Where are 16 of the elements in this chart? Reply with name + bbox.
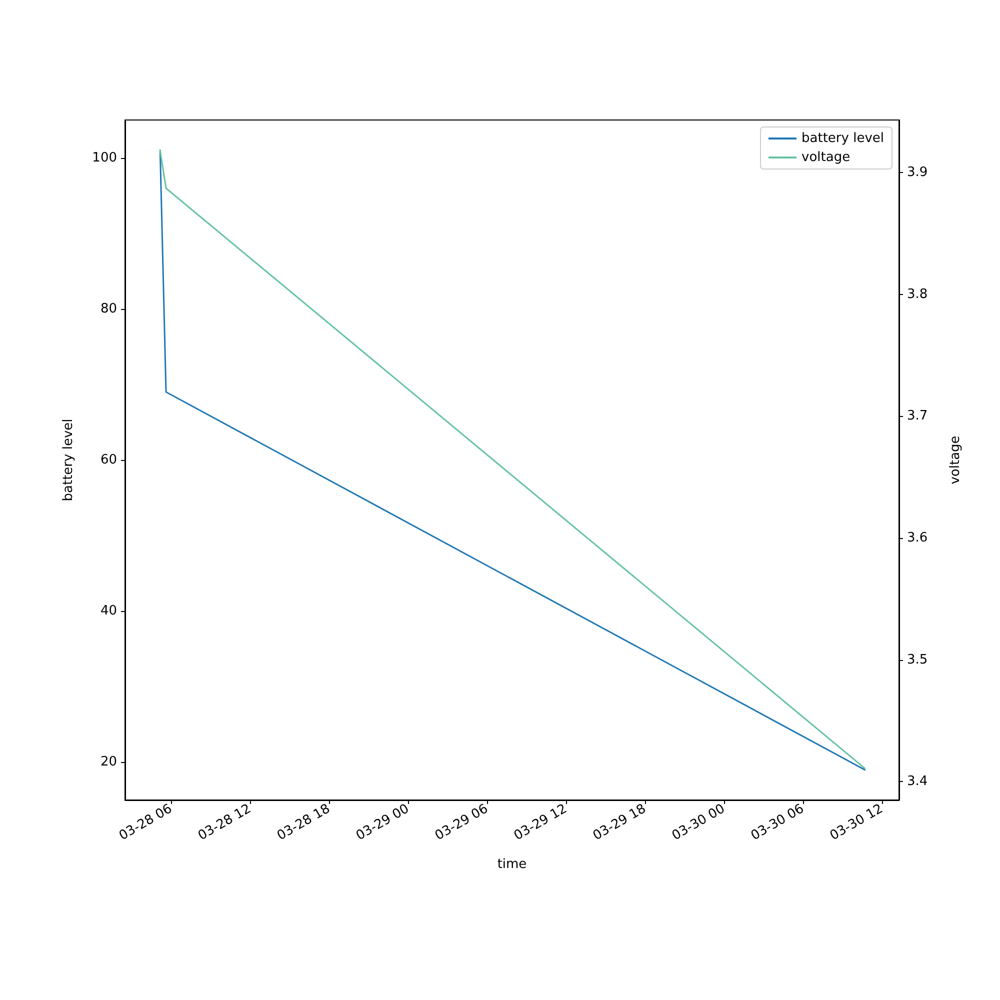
y2-tick-label: 3.6 (907, 530, 928, 546)
y2-tick-label: 3.8 (907, 286, 928, 302)
y2-tick-label: 3.4 (907, 774, 928, 790)
legend-label: battery level (802, 131, 884, 146)
y2-axis-title: voltage (948, 436, 963, 484)
y2-tick-label: 3.9 (907, 164, 928, 180)
x-axis-title: time (497, 857, 527, 872)
y-tick-label: 20 (100, 754, 117, 770)
y-tick-label: 40 (100, 604, 117, 619)
y2-tick-label: 3.7 (907, 408, 928, 424)
y-tick-label: 100 (92, 150, 117, 166)
y-axis-title: battery level (61, 418, 76, 502)
y-tick-label: 60 (100, 452, 117, 468)
legend-label: voltage (802, 150, 850, 165)
y2-tick-label: 3.5 (907, 652, 928, 668)
y-tick-label: 80 (100, 301, 117, 316)
